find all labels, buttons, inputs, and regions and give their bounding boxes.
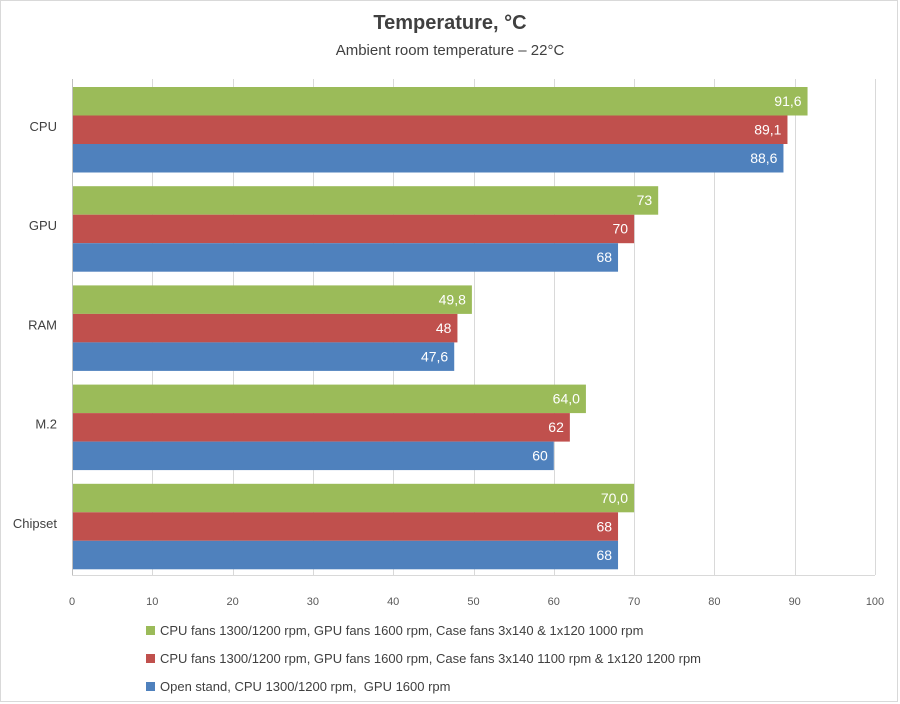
legend-item: Open stand, CPU 1300/1200 rpm, GPU 1600 … [146,672,701,700]
chart-subtitle: Ambient room temperature – 22°C [335,42,565,59]
data-label: 49,8 [439,291,466,307]
category-label: RAM [28,317,57,332]
x-tick-label: 20 [226,596,238,608]
bar [73,115,788,144]
data-label: 91,6 [774,93,801,109]
category-label: M.2 [35,417,57,432]
chart-title: Temperature, °C [373,12,527,34]
x-tick-label: 10 [146,596,158,608]
x-tick-label: 30 [307,596,319,608]
bar [73,313,458,343]
x-tick-label: 70 [628,596,640,608]
x-tick-label: 100 [866,596,884,608]
x-tick-label: 90 [789,596,801,608]
bar [73,342,455,371]
legend-item: CPU fans 1300/1200 rpm, GPU fans 1600 rp… [146,616,701,644]
data-label: 70,0 [601,490,628,506]
legend-swatch [146,653,155,663]
bar [73,483,635,513]
data-label: 60 [532,448,548,464]
x-tick-label: 0 [69,596,75,608]
data-label: 88,6 [750,150,777,166]
legend-swatch [146,681,155,691]
category-label: CPU [30,119,57,134]
data-label: 64,0 [553,391,580,407]
data-label: 68 [596,518,612,534]
legend-item: CPU fans 1300/1200 rpm, GPU fans 1600 rp… [146,644,701,672]
legend-label: CPU fans 1300/1200 rpm, GPU fans 1600 rp… [160,622,644,638]
x-tick-label: 40 [387,596,399,608]
data-label: 89,1 [754,121,781,137]
category-label: GPU [29,218,57,233]
data-label: 62 [548,419,564,435]
bar [73,540,619,570]
bar [73,441,554,471]
data-label: 48 [436,320,452,336]
bar [73,512,619,541]
data-label: 68 [596,249,612,265]
data-label: 68 [596,547,612,563]
x-tick-label: 60 [548,596,560,608]
bar [73,413,570,442]
x-tick-label: 80 [708,596,720,608]
bar [73,214,635,244]
bar [73,87,808,116]
legend-label: CPU fans 1300/1200 rpm, GPU fans 1600 rp… [160,650,702,666]
bar [73,243,619,272]
bar [73,285,472,314]
category-label: Chipset [13,516,57,531]
legend-label: Open stand, CPU 1300/1200 rpm, GPU 1600 … [160,678,451,694]
bar [73,144,784,173]
x-tick-label: 50 [467,596,479,608]
data-label: 47,6 [421,348,448,364]
data-label: 73 [637,192,653,208]
bar [73,384,586,414]
legend: CPU fans 1300/1200 rpm, GPU fans 1600 rp… [146,616,701,700]
legend-swatch [146,625,155,635]
data-label: 70 [613,221,629,237]
bar [73,186,659,215]
